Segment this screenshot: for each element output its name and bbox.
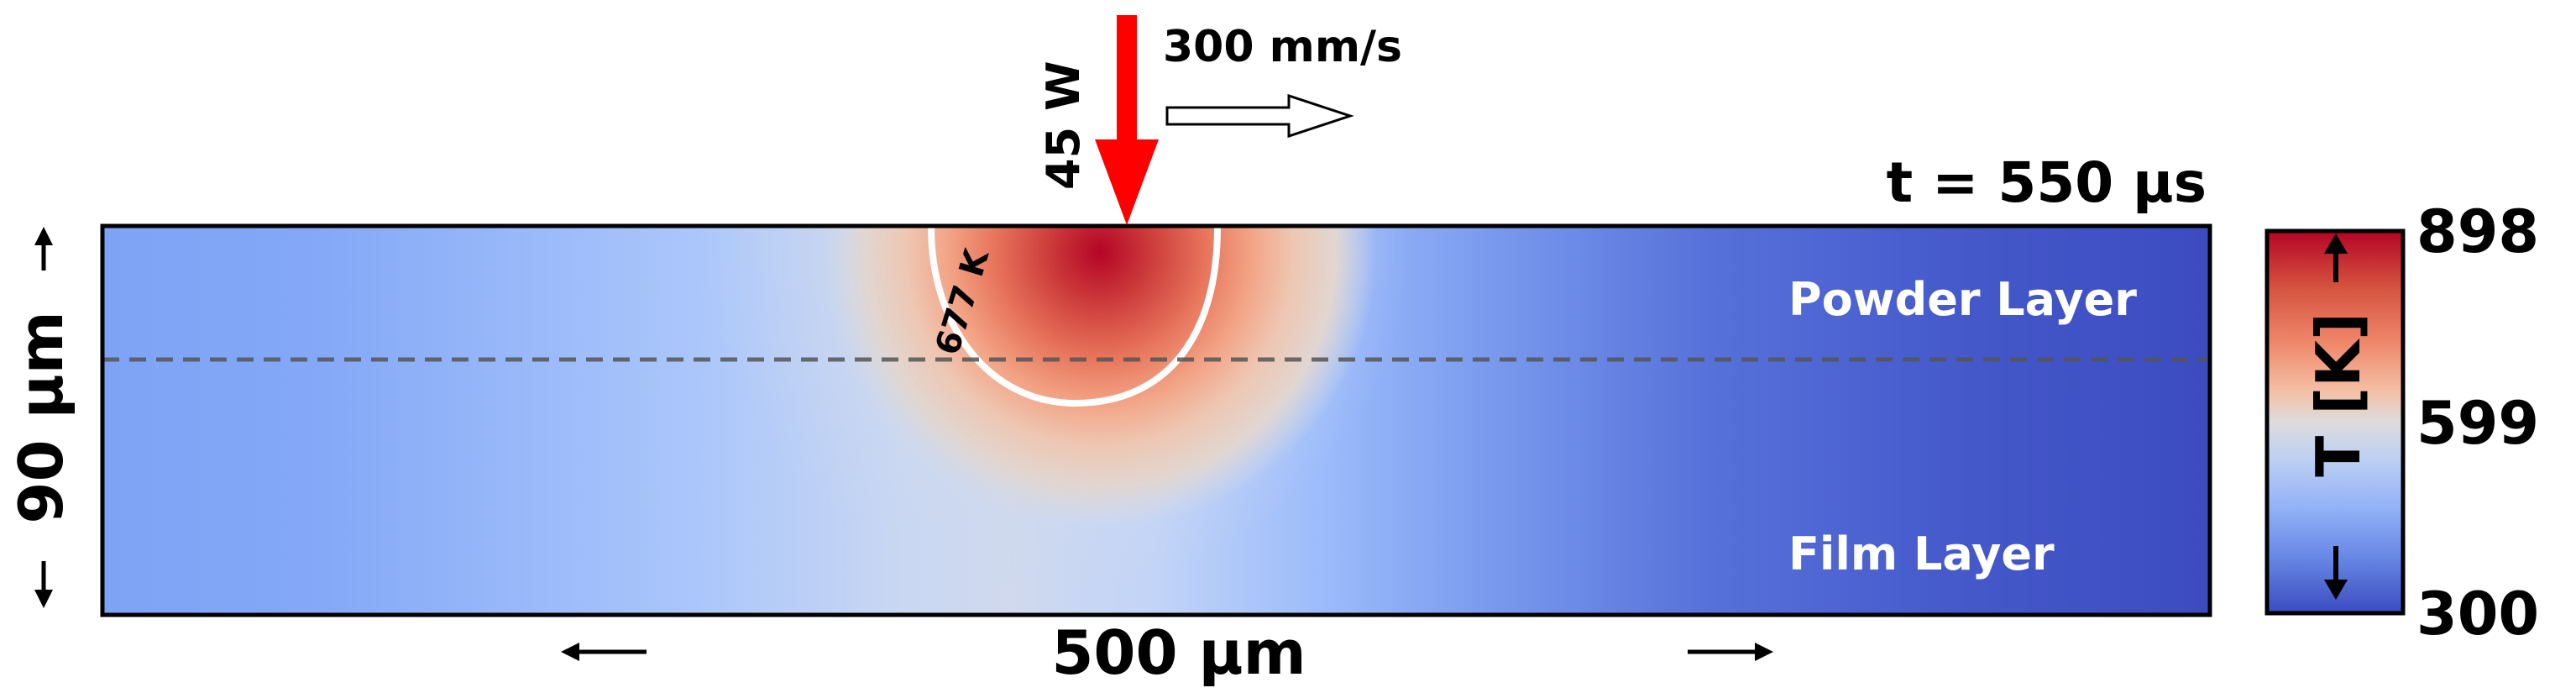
colorbar-arrow-up-head <box>2324 234 2348 254</box>
laser-power-label: 45 W <box>1037 60 1090 190</box>
laser-arrow-shaft <box>1117 15 1137 141</box>
colorbar-tick-mid: 599 <box>2416 389 2539 458</box>
film-layer-label: Film Layer <box>1788 528 2055 580</box>
simulation-domain <box>100 223 2212 617</box>
height-dimension: 90 µm <box>6 227 76 608</box>
powder-layer-label: Powder Layer <box>1788 273 2137 326</box>
height-label: 90 µm <box>6 311 76 523</box>
time-label: t = 550 µs <box>1887 150 2207 215</box>
width-arrow-left-head <box>561 643 579 661</box>
melt-pool-hotspot <box>102 226 2210 615</box>
colorbar-tick-min: 300 <box>2416 580 2539 648</box>
colorbar-arrow-down-head <box>2324 580 2348 600</box>
colorbar: 898 599 300 T [K] <box>2264 197 2539 648</box>
height-arrow-top-head <box>34 227 53 245</box>
scan-speed-label: 300 mm/s <box>1163 22 1402 72</box>
isotherm-contour <box>928 227 1221 407</box>
scan-direction-arrow <box>1165 93 1354 139</box>
colorbar-tick-max: 898 <box>2416 197 2539 266</box>
laser-arrow <box>1095 15 1159 225</box>
height-arrow-bottom-head <box>34 590 53 608</box>
width-dimension: 500 µm <box>561 617 1773 688</box>
laser-arrow-head <box>1095 139 1159 225</box>
width-arrow-right-head <box>1755 643 1773 661</box>
colorbar-label: T [K] <box>2303 312 2374 477</box>
domain-border <box>100 223 2212 617</box>
width-label: 500 µm <box>1051 617 1306 688</box>
